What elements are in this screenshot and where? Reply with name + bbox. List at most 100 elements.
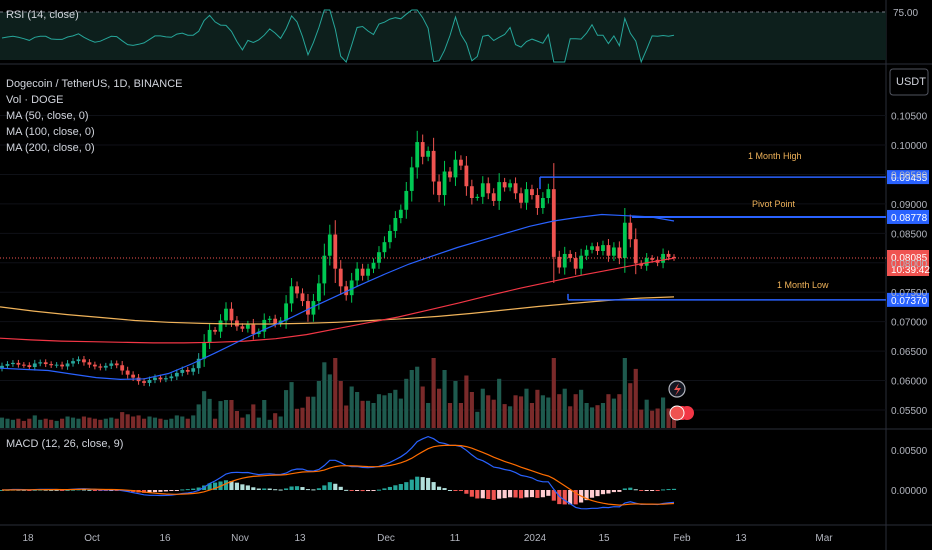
candle	[196, 353, 201, 374]
macd-hist-bar	[475, 490, 480, 499]
candle	[377, 246, 381, 269]
volume-bar	[622, 358, 627, 428]
volume-bar	[376, 394, 382, 428]
macd-hist-bar	[480, 490, 485, 499]
macd-hist-bar	[508, 490, 513, 498]
macd-hist-bar	[54, 489, 59, 491]
month-low-tag	[887, 292, 929, 307]
volume-bar	[240, 417, 245, 428]
macd-histogram	[0, 476, 677, 505]
volume-bar	[382, 395, 387, 428]
volume-bar	[453, 381, 458, 428]
volume-bar	[76, 418, 81, 428]
candle	[92, 361, 97, 370]
macd-hist-bar	[294, 486, 300, 490]
macd-level-zero: 0.00000	[891, 486, 928, 497]
level-pivot-point[interactable]: Pivot Point 0.08778	[632, 199, 929, 224]
volume-bar	[650, 410, 655, 428]
volume-bar	[103, 418, 108, 428]
macd-hist-bar	[212, 482, 218, 490]
candle	[213, 326, 217, 335]
volume-bar	[595, 405, 600, 428]
volume-bar	[98, 419, 103, 428]
macd-hist-bar	[442, 488, 447, 490]
macd-hist-bar	[360, 490, 365, 492]
volume-bar	[300, 407, 305, 428]
candle	[82, 355, 86, 366]
macd-hist-bar	[568, 490, 573, 505]
rsi-band	[0, 12, 886, 60]
volume-bar	[546, 397, 551, 428]
last-price-countdown: 10:39:42	[891, 265, 930, 276]
candle	[491, 188, 496, 206]
volume-bar	[305, 396, 311, 428]
candle	[568, 250, 573, 262]
volume-bar	[152, 417, 158, 428]
candle	[158, 374, 163, 383]
candle	[300, 288, 305, 307]
macd-hist-bar	[464, 490, 469, 494]
macd-hist-bar	[557, 490, 562, 505]
event-icons[interactable]	[668, 380, 694, 421]
time-axis[interactable]: 18 Oct 16 Nov 13 Dec 11 2024 15 Feb 13 Mar	[22, 533, 833, 544]
macd-hist-bar	[562, 490, 567, 505]
macd-hist-bar	[355, 490, 360, 491]
macd-hist-bar	[316, 488, 321, 490]
month-high-tag	[887, 170, 929, 185]
volume-bar	[333, 358, 338, 428]
candle	[229, 302, 234, 327]
rsi-pane[interactable]: RSI (14, close) 75.00	[0, 8, 918, 64]
currency-button[interactable]: USDT	[889, 68, 929, 96]
legend[interactable]: Dogecoin / TetherUS, 1D, BINANCE Vol · D…	[6, 78, 182, 154]
macd-hist-bar	[633, 489, 638, 491]
time-tick-label: Feb	[673, 533, 691, 544]
candle	[38, 359, 43, 367]
candle	[54, 362, 59, 368]
volume-bar	[387, 393, 392, 428]
time-tick-label: Mar	[815, 533, 833, 544]
price-axis[interactable]: 0.10500 0.10000 0.09500 0.09000 0.08500 0.080…	[891, 112, 928, 417]
level-month-high[interactable]: 1 Month High 0.09455	[539, 151, 929, 190]
macd-hist-bar	[589, 490, 595, 498]
currency-label: USDT	[896, 76, 926, 88]
time-tick-label: 16	[159, 533, 171, 544]
volume-bar	[344, 405, 349, 428]
main-pane[interactable]: 1 Month High 0.09455 Pivot Point 0.08778…	[0, 68, 930, 428]
lightning-glyph	[674, 383, 681, 396]
macd-hist-bar	[251, 487, 256, 490]
candle	[207, 323, 212, 349]
volume-bar	[196, 404, 201, 428]
time-tick-label: Oct	[84, 533, 100, 544]
volume-bar	[141, 418, 147, 428]
volume-bar	[212, 418, 218, 428]
candles	[0, 130, 676, 387]
candle	[524, 182, 529, 210]
volume-bar	[611, 398, 616, 428]
macd-hist-bar	[152, 490, 158, 493]
candle	[202, 334, 207, 367]
macd-hist-bar	[169, 490, 174, 491]
flag-icon[interactable]	[669, 405, 685, 421]
macd-hist-bar	[469, 490, 474, 497]
macd-hist-bar	[147, 490, 152, 493]
ma50-line	[0, 213, 675, 381]
candle	[382, 236, 387, 259]
candle	[114, 360, 119, 369]
volume-bar	[316, 381, 321, 428]
macd-pane[interactable]: MACD (12, 26, close, 9) 0.00500 0.00000	[0, 435, 928, 510]
macd-hist-bar	[497, 490, 502, 499]
volume-bar	[0, 417, 5, 428]
volume-bar	[666, 408, 671, 428]
price-tick-label: 0.10000	[891, 141, 928, 152]
candle	[338, 260, 343, 295]
volume-bar	[223, 400, 229, 428]
volume-bar	[147, 416, 152, 428]
volume-bar	[579, 389, 584, 428]
level-month-low[interactable]: 1 Month Low 0.07370	[567, 280, 929, 307]
time-tick-label: 11	[450, 533, 461, 544]
volume-bar	[415, 366, 420, 428]
candle	[5, 361, 10, 369]
volume-bar	[174, 415, 179, 428]
candle	[289, 278, 294, 312]
